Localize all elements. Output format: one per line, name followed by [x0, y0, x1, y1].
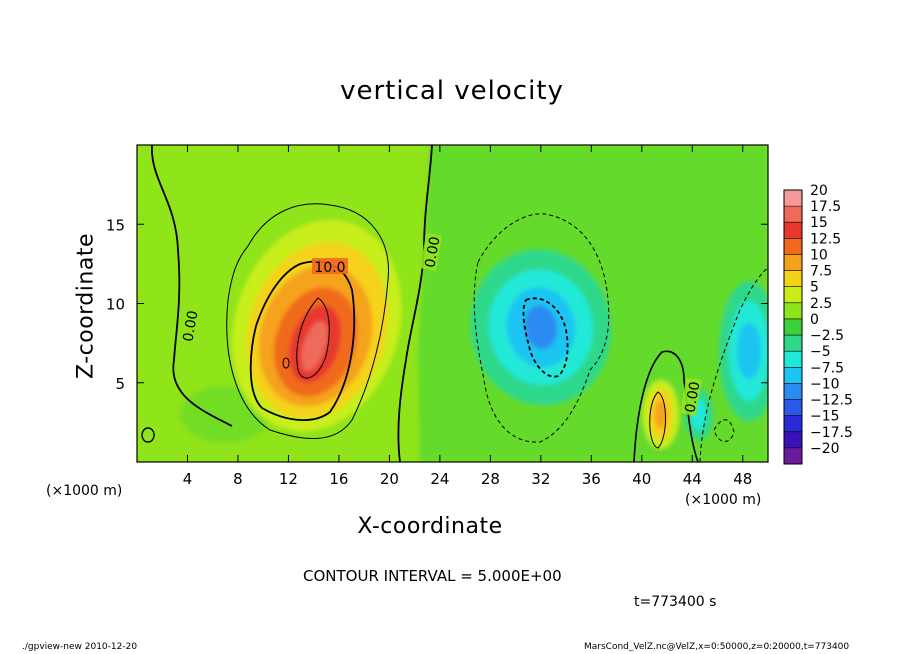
- colorbar-label: 15: [810, 215, 828, 231]
- x-axis-label: X-coordinate: [357, 514, 503, 539]
- colorbar-label: −5: [810, 344, 831, 360]
- y-axis-label: Z-coordinate: [73, 233, 99, 379]
- chart-title: vertical velocity: [340, 76, 564, 106]
- x-tick-label: 4: [183, 470, 193, 488]
- contour-15-dot: [282, 357, 290, 369]
- colorbar-swatch: [784, 415, 802, 433]
- x-tick-label: 8: [233, 470, 243, 488]
- contour-label-1: 0.00: [180, 309, 201, 342]
- contour-interval-text: CONTOUR INTERVAL = 5.000E+00: [303, 567, 562, 585]
- contour-zero-middle: [397, 145, 433, 462]
- y-tick-label: 15: [106, 216, 125, 234]
- colorbar-label: 17.5: [810, 199, 841, 215]
- colorbar: 2017.51512.5107.552.50−2.5−5−7.5−10−12.5…: [783, 183, 853, 465]
- colorbar-label: 0: [810, 312, 819, 328]
- updraft-main-level-5: [301, 320, 328, 371]
- contour-zero-right: [633, 350, 699, 462]
- x-tick-label: 48: [733, 470, 752, 488]
- x-tick-label: 28: [481, 470, 500, 488]
- x-tick-label: 36: [582, 470, 601, 488]
- colorbar-swatch: [784, 190, 802, 207]
- colorbar-swatch: [784, 254, 802, 272]
- updraft-secondary-level-2: [654, 400, 667, 429]
- colorbar-swatch: [784, 399, 802, 417]
- x-tick-label: 44: [683, 470, 702, 488]
- colorbar-label: −7.5: [810, 360, 844, 376]
- colorbar-swatch: [784, 447, 802, 465]
- colorbar-swatch: [784, 206, 802, 223]
- colorbar-label: −10: [810, 376, 840, 392]
- footer-right-text: MarsCond_VelZ.nc@VelZ,x=0:50000,z=0:2000…: [584, 642, 850, 652]
- downdraft-edge-level-2: [737, 323, 762, 380]
- x-tick-label: 20: [380, 470, 399, 488]
- y-tick-label: 5: [115, 375, 125, 393]
- colorbar-swatch: [784, 335, 802, 352]
- contour-neg5-right: [699, 267, 768, 462]
- downdraft-main-level-3: [524, 305, 558, 350]
- time-label: t=773400 s: [634, 594, 717, 610]
- contour-zero-loop: [141, 427, 155, 443]
- colorbar-label: 2.5: [810, 296, 832, 312]
- x-tick-label: 16: [329, 470, 348, 488]
- x-tick-label: 40: [632, 470, 651, 488]
- colorbar-label: −2.5: [810, 328, 844, 344]
- colorbar-swatch: [784, 238, 802, 255]
- footer-left-text: ./gpview-new 2010-12-20: [22, 642, 138, 652]
- colorbar-swatch: [784, 286, 802, 304]
- colorbar-label: −12.5: [810, 393, 853, 409]
- colorbar-label: 7.5: [810, 264, 832, 280]
- contour-10-main: [249, 260, 356, 421]
- colorbar-swatch: [784, 222, 802, 239]
- colorbar-swatch: [784, 367, 802, 384]
- colorbar-swatch: [784, 383, 802, 401]
- contour-neg10-main: [522, 297, 569, 378]
- x-unit-label: (×1000 m): [685, 492, 762, 508]
- contour-5-main: [226, 203, 389, 439]
- colorbar-label: 10: [810, 247, 828, 263]
- colorbar-label: 20: [810, 183, 828, 199]
- colorbar-swatch: [784, 351, 802, 368]
- x-tick-label: 24: [430, 470, 449, 488]
- contour-label-0: 10.0: [314, 260, 345, 276]
- colorbar-swatch: [784, 302, 802, 320]
- contour-15-main: [296, 297, 330, 379]
- z-unit-label: (×1000 m): [46, 483, 123, 499]
- contour-neg5-small: [713, 419, 735, 442]
- x-tick-label: 12: [279, 470, 298, 488]
- colorbar-label: 5: [810, 280, 819, 296]
- contour-zero-left: [151, 145, 233, 427]
- colorbar-swatch: [784, 270, 802, 288]
- colorbar-swatch: [784, 318, 802, 336]
- colorbar-label: 12.5: [810, 231, 841, 247]
- x-tick-label: 32: [531, 470, 550, 488]
- colorbar-swatch: [784, 431, 802, 449]
- colorbar-label: −20: [810, 441, 840, 457]
- contour-label-2: 0.00: [422, 235, 443, 268]
- y-tick-label: 10: [106, 296, 125, 314]
- colorbar-label: −15: [810, 409, 840, 425]
- contour-label-3: 0.00: [682, 380, 703, 413]
- contour-neg5-main: [473, 213, 610, 443]
- plot-area: 10.0 0.00 0.00 0.00: [137, 145, 768, 462]
- colorbar-label: −17.5: [810, 425, 853, 441]
- contour-5-secondary: [649, 391, 666, 449]
